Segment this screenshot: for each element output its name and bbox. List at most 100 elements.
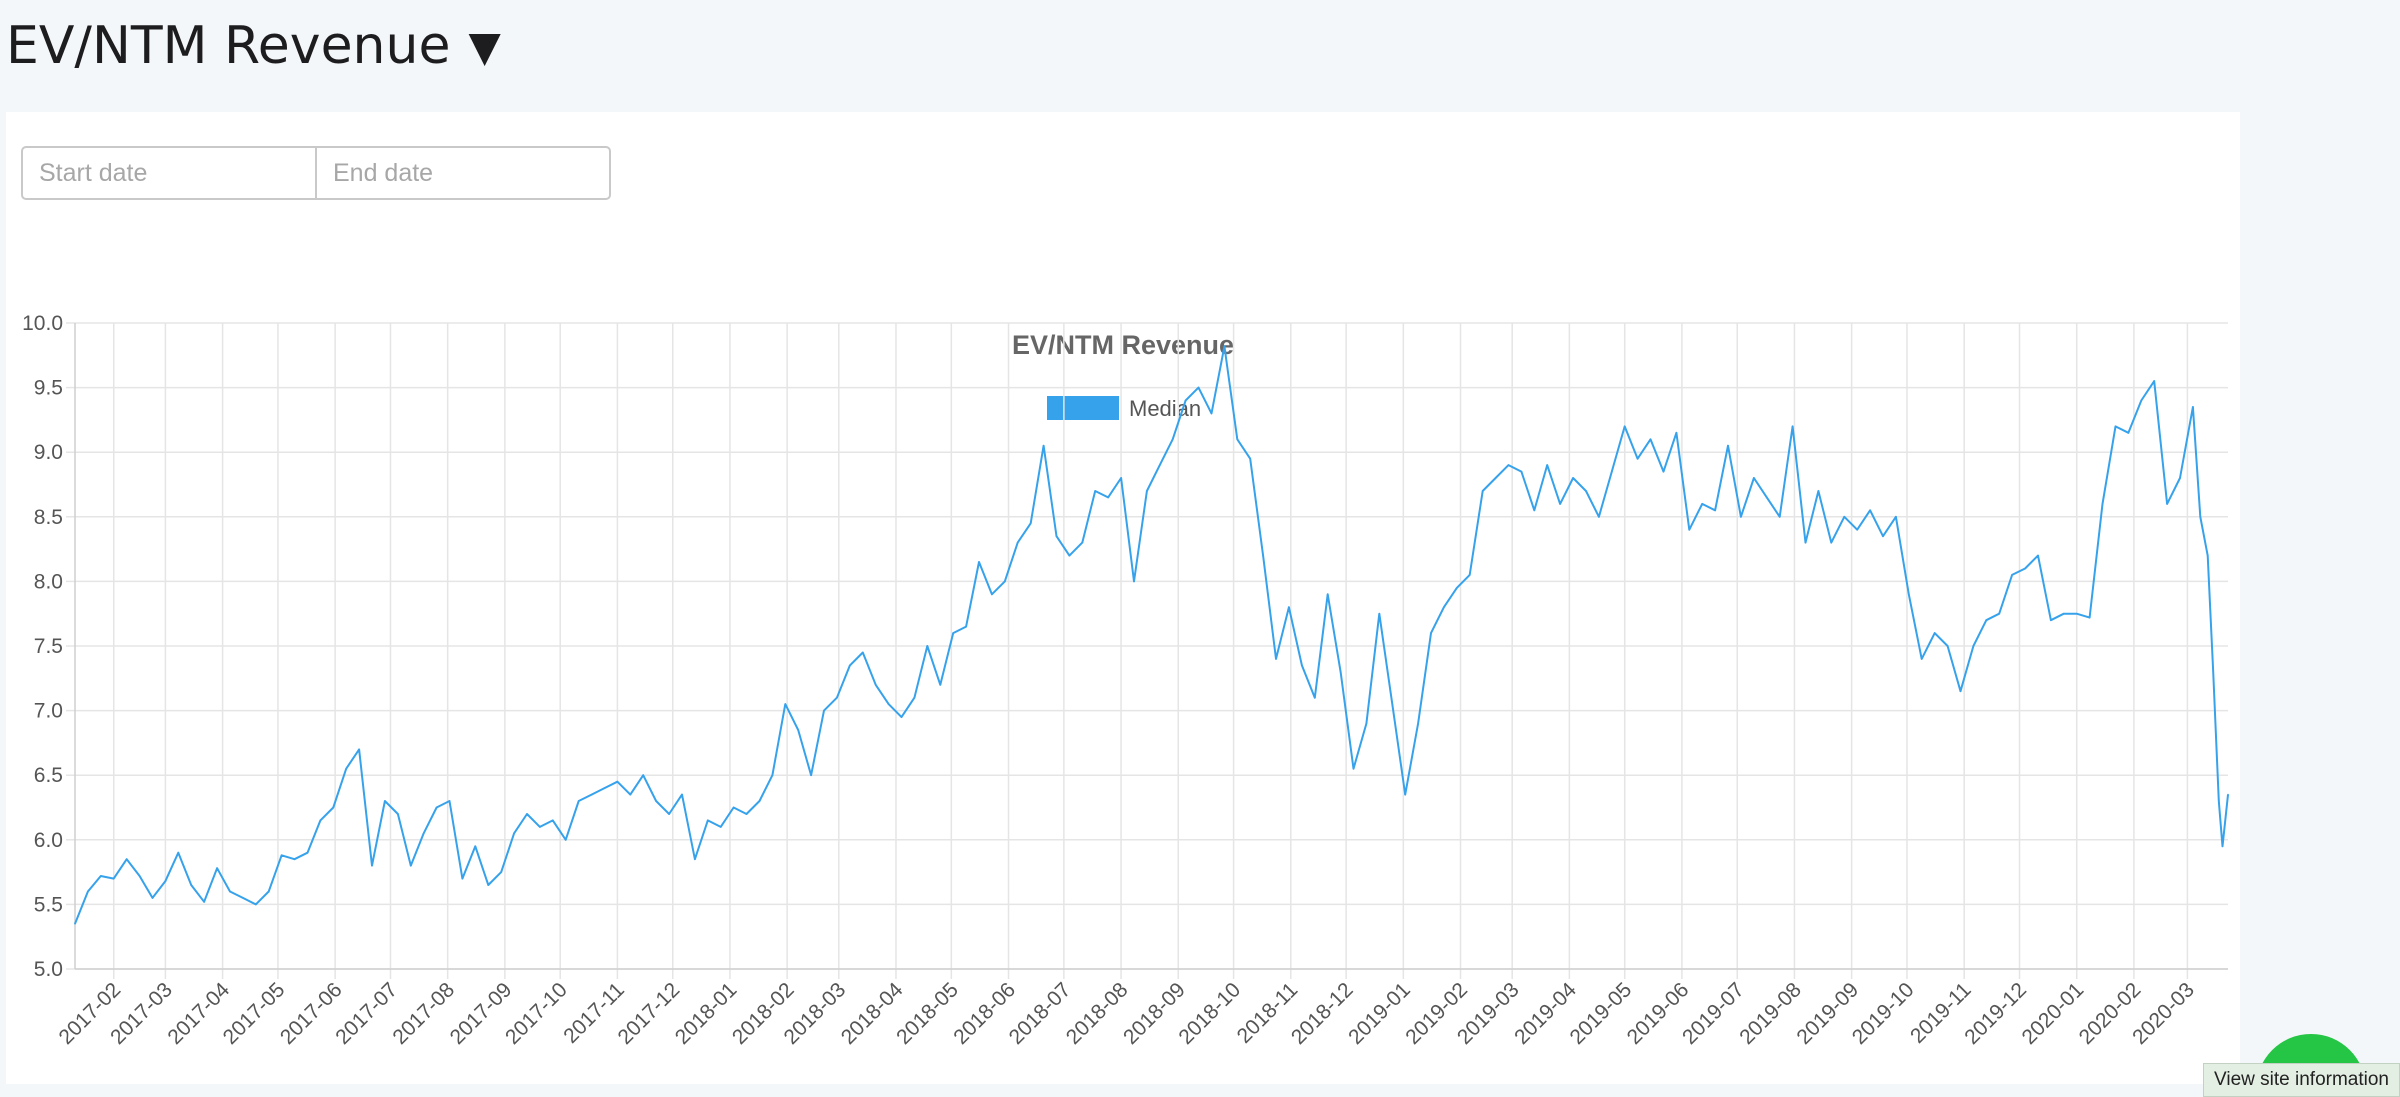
data-point-median [1107, 496, 1109, 499]
data-point-median [707, 819, 709, 822]
data-point-median [2153, 380, 2155, 382]
data-point-median [422, 832, 425, 835]
data-point-median [1352, 767, 1355, 770]
site-info-tooltip[interactable]: View site information [2203, 1063, 2400, 1097]
data-point-median [1856, 528, 1858, 531]
y-tick-label: 7.5 [34, 635, 63, 658]
data-point-median [1830, 541, 1833, 544]
data-point-median [1262, 554, 1264, 557]
x-tick-label: 2017-12 [614, 978, 685, 1049]
data-point-median [267, 890, 270, 893]
data-point-median [125, 858, 128, 860]
data-point-median [2050, 619, 2052, 621]
data-point-median [2101, 503, 2104, 505]
data-point-median [732, 806, 735, 809]
data-point-median [1016, 541, 1019, 544]
data-point-median [784, 703, 787, 705]
y-tick-label: 10.0 [22, 312, 63, 335]
data-point-median [435, 806, 438, 809]
data-point-median [1598, 516, 1600, 518]
date-range-picker [21, 146, 611, 200]
data-point-median [745, 813, 748, 815]
x-tick-label: 2018-07 [1005, 978, 1076, 1049]
data-point-median [1675, 432, 1678, 434]
data-point-median [1559, 503, 1561, 505]
data-point-median [952, 632, 954, 634]
x-tick-label: 2017-07 [331, 978, 402, 1049]
x-tick-label: 2018-12 [1287, 978, 1358, 1049]
start-date-input[interactable] [23, 148, 317, 198]
data-point-median [1197, 386, 1200, 389]
data-point-median [1184, 399, 1187, 402]
x-tick-label: 2019-05 [1565, 978, 1636, 1049]
x-tick-label: 2019-10 [1848, 978, 1919, 1049]
end-date-input[interactable] [317, 148, 609, 198]
y-tick-label: 9.0 [34, 441, 63, 464]
data-point-median [1004, 580, 1006, 583]
data-point-median [603, 787, 606, 789]
data-point-median [2166, 503, 2168, 505]
data-point-median [836, 696, 838, 699]
page-title: EV/NTM Revenue ▼ [6, 16, 501, 76]
data-point-median [397, 813, 399, 815]
x-tick-label: 2018-10 [1174, 978, 1245, 1049]
data-point-median [190, 884, 192, 886]
data-point-median [1236, 438, 1239, 441]
data-point-median [1585, 490, 1587, 492]
data-point-median [1275, 658, 1277, 660]
x-tick-label: 2019-12 [1960, 978, 2031, 1049]
data-point-median [978, 561, 980, 563]
data-point-median [823, 709, 825, 712]
data-point-median [177, 851, 180, 854]
data-point-median [552, 819, 554, 822]
data-point-median [1662, 470, 1665, 473]
data-point-median [1481, 490, 1484, 492]
legend-swatch-median [1047, 396, 1119, 420]
data-point-median [2206, 554, 2209, 557]
data-point-median [874, 684, 877, 686]
data-point-median [280, 854, 283, 857]
data-point-median [797, 729, 799, 731]
y-tick-label: 6.0 [34, 829, 63, 852]
data-point-median [2218, 800, 2220, 802]
series-line-median [74, 345, 2229, 925]
data-point-median [1159, 464, 1161, 466]
data-point-median [1998, 612, 2000, 615]
data-point-median [2063, 612, 2065, 615]
data-point-median [1378, 612, 1381, 615]
collapse-toggle-icon[interactable]: ▼ [468, 21, 501, 71]
data-point-median [1210, 412, 1213, 415]
data-point-median [151, 897, 154, 899]
data-point-median [900, 716, 903, 718]
data-point-median [1753, 477, 1755, 479]
data-point-median [1546, 464, 1548, 466]
data-point-median [1649, 438, 1652, 441]
data-point-median [1778, 516, 1781, 518]
data-point-median [1520, 470, 1523, 473]
data-point-median [1636, 457, 1639, 460]
x-tick-label: 2018-01 [671, 978, 742, 1049]
data-point-median [1740, 516, 1742, 518]
data-point-median [1391, 703, 1394, 705]
data-point-median [1920, 658, 1923, 660]
data-point-median [164, 880, 167, 882]
data-point-median [1572, 477, 1574, 479]
y-tick-label: 8.0 [34, 570, 63, 593]
data-point-median [771, 774, 774, 776]
data-point-median [1223, 345, 1226, 348]
data-point-median [306, 851, 309, 854]
data-point-median [1507, 464, 1510, 466]
data-point-median [1133, 580, 1135, 583]
data-point-median [965, 625, 967, 628]
data-point-median [1430, 632, 1432, 634]
data-point-median [332, 806, 335, 809]
data-point-median [229, 890, 231, 893]
data-point-median [461, 877, 464, 880]
x-tick-label: 2017-10 [501, 978, 572, 1049]
x-tick-label: 2020-01 [2017, 978, 2088, 1049]
x-tick-label: 2018-08 [1062, 978, 1133, 1049]
data-point-median [345, 767, 348, 770]
data-point-median [1314, 696, 1316, 699]
data-point-median [1468, 574, 1471, 576]
data-point-median [1701, 503, 1703, 505]
